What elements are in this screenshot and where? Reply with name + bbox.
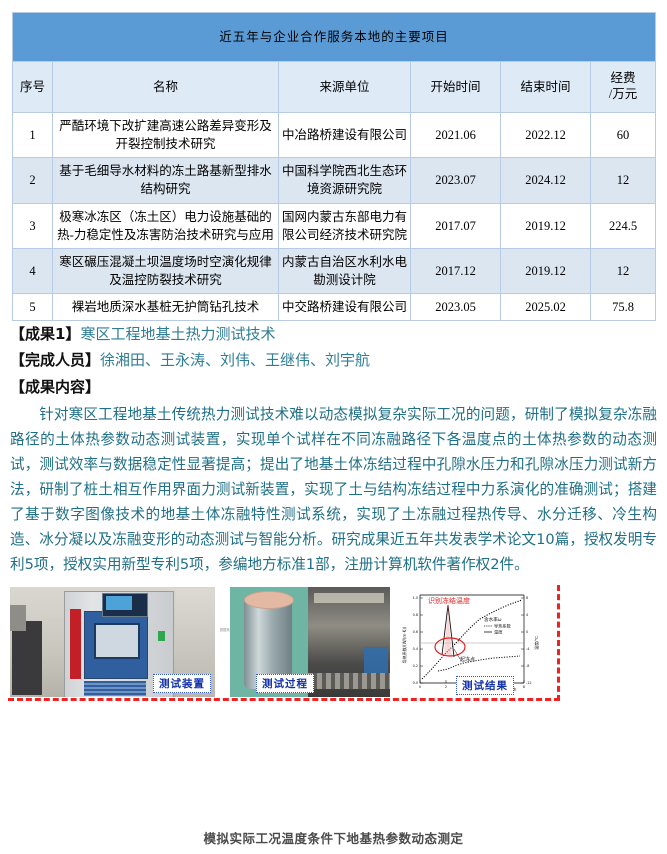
table-row: 1 严酷环境下改扩建高速公路差异变形及开裂控制技术研究 中冶路桥建设有限公司 2…	[12, 111, 657, 159]
achievement-result-value: 寒区工程地基土热力测试技术	[80, 325, 276, 344]
cell-start: 2023.05	[410, 292, 501, 322]
figure-caption: 模拟实际工况温度条件下地基热参数动态测定	[203, 831, 464, 846]
svg-text:数据采集仪: 数据采集仪	[220, 627, 237, 632]
cell-end: 2019.12	[500, 247, 591, 295]
achievement-result-tag: 【成果1】	[10, 325, 81, 344]
table-title: 近五年与企业合作服务本地的主要项目	[11, 12, 657, 62]
col-header-name: 名称	[52, 61, 279, 113]
cell-index: 1	[12, 111, 53, 159]
figure-panel-test-process: 测试过程	[230, 586, 390, 697]
svg-text:导热系数/(W/(m·K)): 导热系数/(W/(m·K))	[401, 626, 407, 663]
cell-budget: 75.8	[589, 292, 657, 322]
cell-end: 2022.12	[500, 111, 591, 159]
cell-start: 2017.07	[410, 202, 501, 249]
cell-index: 4	[12, 247, 53, 295]
projects-table-wrap: 近五年与企业合作服务本地的主要项目 序号 名称 来源单位 开始时间 结束时间 经…	[0, 0, 667, 322]
cell-start: 2017.12	[410, 247, 501, 295]
cell-source: 中冶路桥建设有限公司	[278, 111, 411, 159]
cell-name: 基于毛细导水材料的冻土路基新型排水结构研究	[52, 157, 279, 204]
achievement-section: 【成果1】寒区工程地基土热力测试技术 【完成人员】徐湘田、王永涛、刘伟、王继伟、…	[0, 321, 667, 577]
svg-text:8: 8	[523, 685, 525, 689]
col-header-source: 来源单位	[278, 61, 411, 113]
cell-end: 2019.12	[500, 202, 591, 249]
col-header-index: 序号	[12, 61, 53, 113]
col-header-budget-line1: 经费	[610, 71, 636, 86]
svg-text:0.2: 0.2	[413, 664, 418, 668]
table-row: 5 裸岩地质深水基桩无护筒钻孔技术 中交路桥建设有限公司 2023.05 202…	[12, 292, 657, 322]
cell-start: 2021.06	[410, 111, 501, 159]
achievement-people-value: 徐湘田、王永涛、刘伟、王继伟、刘宇航	[100, 351, 371, 370]
table-row: 4 寒区碾压混凝土坝温度场时空演化规律及温控防裂技术研究 内蒙古自治区水利水电勘…	[12, 247, 657, 295]
svg-text:4: 4	[526, 613, 528, 617]
svg-text:导热系数: 导热系数	[494, 622, 512, 629]
cell-budget: 60	[589, 111, 657, 159]
svg-text:0.8: 0.8	[413, 613, 418, 617]
achievement-result-line: 【成果1】寒区工程地基土热力测试技术	[10, 321, 657, 347]
table-row: 3 极寒冰冻区（冻土区）电力设施基础的热-力稳定性及冻害防治技术研究与应用 国网…	[12, 202, 657, 249]
table-header-row: 序号 名称 来源单位 开始时间 结束时间 经费 /万元	[12, 61, 657, 113]
panel-caption-test-result: 测试结果	[456, 675, 514, 695]
cell-name: 裸岩地质深水基桩无护筒钻孔技术	[52, 292, 279, 322]
climate-chamber-photo	[10, 586, 215, 697]
table-title-row: 近五年与企业合作服务本地的主要项目	[11, 12, 657, 62]
col-header-start: 开始时间	[410, 61, 501, 113]
cell-name: 严酷环境下改扩建高速公路差异变形及开裂控制技术研究	[52, 111, 279, 159]
svg-text:起冻点: 起冻点	[460, 656, 475, 663]
svg-text:0.6: 0.6	[413, 630, 418, 634]
svg-text:0: 0	[419, 685, 421, 689]
table-row: 2 基于毛细导水材料的冻土路基新型排水结构研究 中国科学院西北生态环境资源研究院…	[12, 157, 657, 204]
svg-text:1.0: 1.0	[413, 596, 418, 600]
svg-text:2: 2	[445, 685, 447, 689]
svg-text:温度/℃: 温度/℃	[533, 635, 539, 649]
figure-panel-test-result: 识别冻结温度 起冻点 含水率ω 导热系数 温度 时间/h 导热系数/(W/(m·…	[398, 586, 556, 697]
figure-group: 测试装置	[0, 584, 667, 703]
svg-text:0: 0	[526, 630, 528, 634]
cell-end: 2025.02	[500, 292, 591, 322]
col-header-budget-line2: /万元	[608, 87, 638, 101]
svg-text:-8: -8	[526, 664, 529, 668]
cell-name: 寒区碾压混凝土坝温度场时空演化规律及温控防裂技术研究	[52, 247, 279, 295]
cell-start: 2023.07	[410, 157, 501, 204]
cell-budget: 12	[589, 247, 657, 295]
cell-budget: 12	[589, 157, 657, 204]
panel-caption-test-device: 测试装置	[153, 673, 211, 693]
achievement-people-tag: 【完成人员】	[10, 351, 101, 370]
cell-end: 2024.12	[500, 157, 591, 204]
achievement-content-body: 针对寒区工程地基土传统热力测试技术难以动态模拟复杂实际工况的问题，研制了模拟复杂…	[10, 405, 657, 574]
cell-index: 5	[12, 292, 53, 322]
svg-text:0.4: 0.4	[413, 647, 418, 651]
projects-table: 近五年与企业合作服务本地的主要项目 序号 名称 来源单位 开始时间 结束时间 经…	[11, 12, 657, 322]
col-header-end: 结束时间	[500, 61, 591, 113]
chart-annotation-text: 识别冻结温度	[428, 596, 470, 605]
achievement-content-tag: 【成果内容】	[10, 377, 101, 396]
cell-budget: 224.5	[589, 202, 657, 249]
svg-text:-12: -12	[526, 681, 532, 685]
cell-source: 国网内蒙古东部电力有限公司经济技术研究院	[278, 202, 411, 249]
cell-source: 中交路桥建设有限公司	[278, 292, 411, 322]
svg-text:含水率ω: 含水率ω	[484, 616, 502, 623]
cell-index: 2	[12, 157, 53, 204]
cell-index: 3	[12, 202, 53, 249]
col-header-budget: 经费 /万元	[589, 61, 657, 113]
cell-name: 极寒冰冻区（冻土区）电力设施基础的热-力稳定性及冻害防治技术研究与应用	[52, 202, 279, 249]
achievement-people-line: 【完成人员】徐湘田、王永涛、刘伟、王继伟、刘宇航	[10, 347, 657, 373]
figure-panel-test-device: 测试装置	[10, 586, 215, 697]
cell-source: 内蒙古自治区水利水电勘测设计院	[278, 247, 411, 295]
soil-sample-photo	[230, 586, 390, 697]
svg-text:-4: -4	[526, 647, 529, 651]
cell-source: 中国科学院西北生态环境资源研究院	[278, 157, 411, 204]
svg-text:8: 8	[526, 596, 528, 600]
svg-text:温度: 温度	[494, 628, 503, 635]
panel-caption-test-process: 测试过程	[256, 673, 314, 693]
svg-text:0.0: 0.0	[413, 681, 418, 685]
